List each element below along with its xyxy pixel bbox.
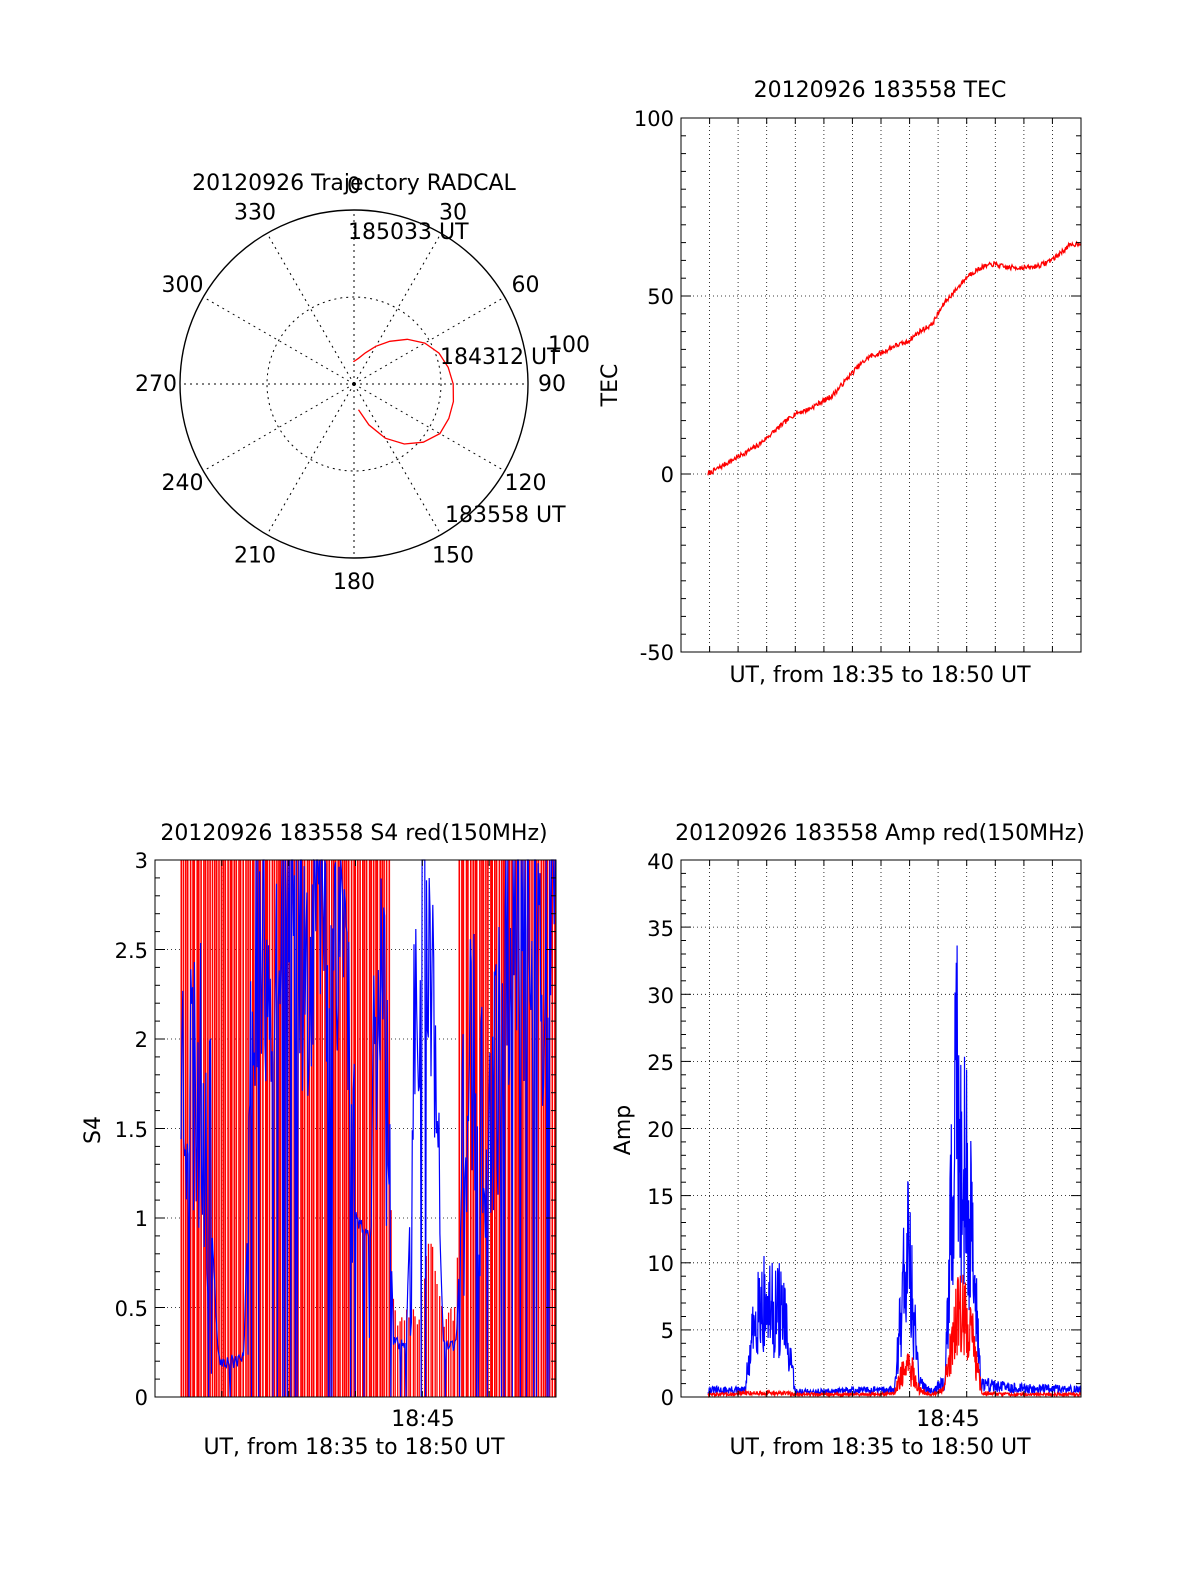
amp-ytick-labels: 0 5 10 15 20 25 30 35 40 <box>647 850 674 1410</box>
polar-spoke <box>203 383 355 472</box>
polar-angle-label: 0 <box>347 174 361 199</box>
amp-ytick-label: 20 <box>647 1118 674 1142</box>
polar-spoke <box>266 233 355 385</box>
polar-angle-labels: 0 30 60 90 120 150 180 210 240 270 300 330 <box>135 174 566 595</box>
polar-spoke <box>203 296 355 385</box>
s4-ytick-label: 3 <box>135 849 148 873</box>
tec-ytick-label: 100 <box>634 107 674 131</box>
amp-xtick-label: 18:45 <box>916 1407 979 1432</box>
s4-xlabel: UT, from 18:35 to 18:50 UT <box>203 1435 505 1460</box>
polar-title: 20120926 Trajectory RADCAL <box>192 171 516 196</box>
trajectory-line <box>353 338 455 445</box>
tec-series-line <box>707 240 1082 476</box>
polar-angle-label: 240 <box>162 471 204 496</box>
polar-spoke <box>353 233 442 385</box>
amp-ytick-label: 0 <box>661 1386 674 1410</box>
polar-angle-label: 330 <box>234 201 276 226</box>
tec-title: 20120926 183558 TEC <box>754 78 1007 103</box>
s4-blue-series-line <box>180 858 556 1398</box>
s4-ytick-label: 1.5 <box>115 1118 148 1142</box>
amp-ylabel: Amp <box>611 1105 636 1155</box>
s4-xtick-label: 18:45 <box>391 1407 454 1432</box>
tec-chart: 20120926 183558 TEC 100 50 0 -50 TEC UT,… <box>598 78 1082 688</box>
polar-angle-label: 120 <box>505 471 547 496</box>
polar-angle-label: 270 <box>135 372 177 397</box>
amp-grid <box>681 860 1081 1397</box>
s4-ytick-label: 0 <box>135 1386 148 1410</box>
polar-angle-label: 90 <box>538 372 566 397</box>
polar-grid <box>179 209 529 559</box>
polar-angle-label: 210 <box>234 544 276 569</box>
s4-ytick-label: 2 <box>135 1028 148 1052</box>
amp-title: 20120926 183558 Amp red(150MHz) <box>675 821 1085 846</box>
s4-title: 20120926 183558 S4 red(150MHz) <box>160 821 547 846</box>
amp-ytick-label: 35 <box>647 917 674 941</box>
polar-radial-label: 100 <box>548 333 590 358</box>
amp-ytick-label: 15 <box>647 1185 674 1209</box>
polar-start-label: 183558 UT <box>445 503 566 528</box>
s4-ticks <box>154 859 557 1398</box>
polar-angle-label: 180 <box>333 570 375 595</box>
polar-spoke <box>353 383 442 535</box>
s4-ytick-label: 0.5 <box>115 1297 148 1321</box>
polar-angle-label: 300 <box>162 273 204 298</box>
s4-ytick-label: 1 <box>135 1207 148 1231</box>
s4-ytick-labels: 0 0.5 1 1.5 2 2.5 3 <box>115 849 148 1410</box>
amp-blue-series-line <box>707 945 1082 1397</box>
tec-ylabel: TEC <box>598 364 623 408</box>
polar-mid-label: 184312 UT <box>440 345 561 370</box>
polar-angle-label: 150 <box>432 544 474 569</box>
polar-trajectory-chart: 20120926 Trajectory RADCAL 0 30 60 90 120 150… <box>135 171 590 595</box>
polar-angle-label: 30 <box>439 201 467 226</box>
amp-red-series-line <box>707 1274 1082 1399</box>
amp-ytick-label: 5 <box>661 1319 674 1343</box>
polar-spoke <box>353 296 505 385</box>
tec-ytick-label: -50 <box>640 641 674 665</box>
amp-ytick-label: 40 <box>647 850 674 874</box>
polar-end-label: 185033 UT <box>348 220 469 245</box>
polar-angle-label: 60 <box>512 273 540 298</box>
s4-chart: 20120926 183558 S4 red(150MHz) 0 0.5 1 1… <box>81 821 557 1460</box>
amp-ytick-label: 10 <box>647 1252 674 1276</box>
amp-ticks <box>680 859 1082 1398</box>
polar-inner-gridcircle <box>266 296 442 472</box>
tec-xlabel: UT, from 18:35 to 18:50 UT <box>729 663 1031 688</box>
tec-ytick-labels: 100 50 0 -50 <box>634 107 674 665</box>
amp-chart: 20120926 183558 Amp red(150MHz) 0 5 10 1… <box>611 821 1085 1460</box>
amp-ytick-label: 25 <box>647 1051 674 1075</box>
tec-grid <box>681 118 1081 652</box>
s4-ylabel: S4 <box>81 1116 106 1144</box>
amp-xlabel: UT, from 18:35 to 18:50 UT <box>729 1435 1031 1460</box>
amp-ytick-label: 30 <box>647 984 674 1008</box>
tec-ticks <box>680 117 1082 653</box>
s4-ytick-label: 2.5 <box>115 939 148 963</box>
tec-ytick-label: 0 <box>661 463 674 487</box>
tec-ytick-label: 50 <box>647 285 674 309</box>
polar-outer-circle <box>179 209 529 559</box>
polar-spoke <box>353 383 505 472</box>
polar-spoke <box>266 383 355 535</box>
